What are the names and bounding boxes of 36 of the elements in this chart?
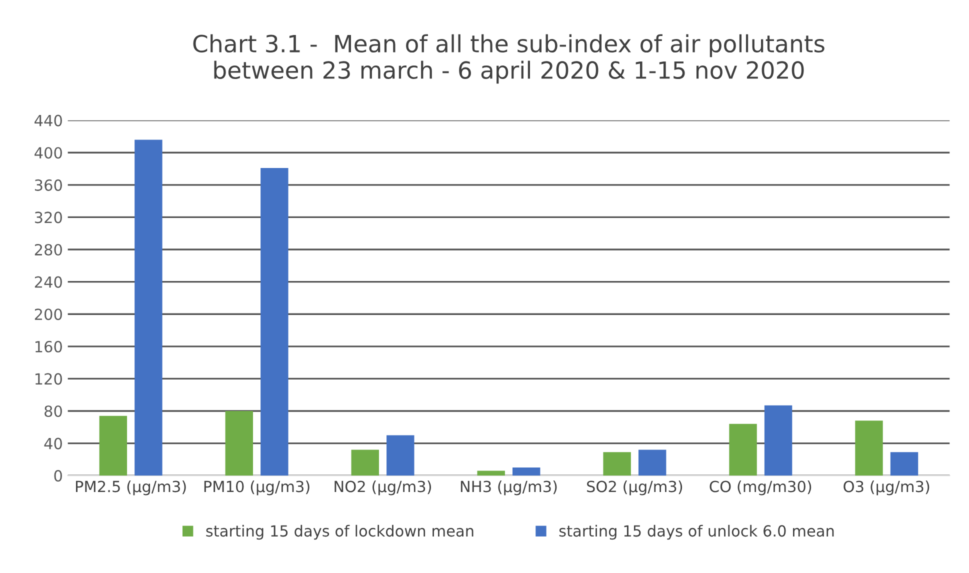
bar (134, 140, 162, 476)
y-tick-label: 280 (34, 244, 62, 256)
bar (764, 405, 792, 476)
y-tick-label: 40 (44, 438, 62, 450)
x-tick-label: PM2.5 (µg/m3) (76, 480, 186, 496)
bar (99, 416, 128, 476)
x-tick-label: CO (mg/m30) (710, 480, 812, 496)
y-tick-label: 400 (34, 147, 62, 159)
x-tick-label: NH3 (µg/m3) (460, 480, 557, 496)
bar (603, 452, 631, 476)
bar (512, 468, 540, 476)
x-tick-label: O3 (µg/m3) (844, 480, 930, 496)
x-tick-label: SO2 (µg/m3) (587, 480, 682, 496)
legend-label: starting 15 days of unlock 6.0 mean (559, 524, 834, 540)
y-tick-label: 360 (34, 179, 62, 191)
x-tick-label: NO2 (µg/m3) (334, 480, 431, 496)
bar (260, 168, 288, 476)
y-tick-label: 240 (34, 276, 62, 288)
bar (351, 450, 379, 476)
y-tick-label: 80 (44, 405, 62, 418)
bar (386, 435, 414, 476)
y-tick-label: 440 (34, 114, 62, 126)
bar (729, 424, 757, 476)
y-tick-label: 120 (35, 373, 62, 385)
bar (890, 452, 918, 476)
bar (225, 410, 254, 476)
x-tick-label: PM10 (µg/m3) (204, 480, 310, 496)
y-tick-label: 200 (34, 308, 62, 320)
y-tick-label: 160 (35, 340, 62, 352)
bar (477, 470, 505, 476)
y-tick-label: 320 (34, 212, 62, 224)
bar (638, 450, 666, 476)
bar (855, 420, 883, 476)
y-tick-label: 0 (54, 470, 62, 482)
chart-title: Chart 3.1 - Mean of all the sub-index of air pollutants between 23 march - 6 april 2020 & 1-15 nov 2020 (193, 34, 824, 84)
legend-label: starting 15 days of lockdown mean (206, 524, 474, 540)
